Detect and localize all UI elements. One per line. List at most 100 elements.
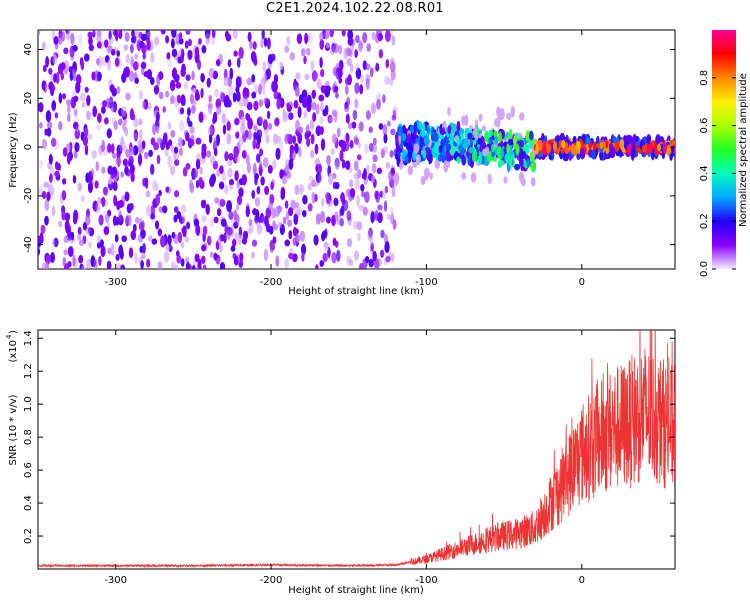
spectrogram-cell [92, 30, 96, 38]
spectrogram-cell [354, 98, 359, 109]
spectrogram-cell [346, 238, 353, 248]
spectrogram-cell [249, 40, 254, 50]
spectrogram-cell [346, 255, 351, 263]
spectrogram-cell [329, 30, 334, 38]
spectrogram-cell [240, 116, 246, 127]
spectrogram-cell [73, 95, 79, 103]
spectrogram-cell [192, 265, 196, 269]
spectrogram-cell [357, 154, 362, 161]
spectrogram-cell [91, 150, 97, 159]
spectrogram-cell [58, 121, 63, 131]
spectrogram-cell [370, 211, 375, 224]
spectrogram-cell [98, 145, 104, 156]
spectrogram-cell [150, 213, 156, 220]
spectrogram-cell [258, 99, 264, 107]
spectrogram-cell [275, 255, 280, 267]
spectrogram-cell [262, 87, 266, 95]
spectrogram-cell [391, 114, 397, 121]
figure-title: C2E1.2024.102.22.08.R01 [266, 1, 444, 16]
spectrogram-cell [380, 148, 385, 159]
spectrogram-cell [199, 166, 203, 175]
spectrogram-cell [338, 44, 343, 55]
spectrogram-cell [198, 38, 202, 45]
spectrogram-cell [50, 137, 57, 147]
spectrogram-cell [111, 116, 116, 125]
spectrogram-cell [78, 239, 85, 246]
spectrogram-cell [238, 259, 244, 268]
spectrogram-cell [165, 90, 170, 98]
spectrogram-cell [178, 147, 183, 156]
spectrogram-cell [274, 206, 281, 217]
spectrogram-cell [41, 138, 47, 150]
spectrogram-cell [73, 70, 77, 82]
spectrogram-cell [86, 258, 92, 269]
spectrogram-cell [63, 249, 68, 256]
spectrogram-cell [167, 121, 172, 130]
spectrogram-cell [155, 182, 159, 192]
spectrogram-cell [376, 257, 382, 267]
spectrogram-cell [354, 160, 359, 171]
spectrogram-cell [251, 251, 255, 259]
spectrogram-cell [263, 248, 269, 261]
spectrogram-cell [199, 166, 203, 175]
spectrogram-cell [152, 180, 157, 191]
spectrogram-cell [274, 117, 280, 127]
spectrogram-cell [234, 170, 239, 181]
spectrogram-cell [332, 172, 337, 180]
spectrogram-cell [144, 151, 149, 159]
spectrogram-cell [519, 112, 525, 121]
spectrogram-cell [369, 67, 374, 78]
spectrogram-cell [106, 260, 112, 269]
spectrogram-cell [77, 182, 82, 192]
spectrogram-cell [98, 214, 104, 226]
spectrogram-cell [273, 223, 278, 231]
spectrogram-cell [219, 242, 223, 253]
spectrogram-cell [178, 137, 183, 147]
spectrogram-cell [387, 251, 393, 260]
spectrogram-cell [139, 129, 143, 141]
spectrogram-cell [326, 154, 331, 166]
spectrogram-cell [389, 150, 394, 158]
spectrogram-cell [78, 33, 83, 46]
spectrogram-cell [389, 206, 394, 215]
spectrogram-cell [354, 82, 360, 94]
spectrogram-cell [192, 99, 196, 112]
spectrogram-cell [134, 217, 140, 224]
spectrogram-cell [111, 243, 115, 251]
spectrogram-cell [336, 127, 341, 138]
spectrogram-cell [236, 203, 240, 211]
spectrogram-cell [96, 58, 100, 66]
spectrogram-cell [253, 120, 259, 133]
spectrogram-cell [70, 33, 75, 46]
spectrogram-cell [170, 130, 176, 138]
spectrogram-cell [382, 123, 388, 136]
spectrogram-cell [307, 32, 314, 45]
spectrogram-cell [44, 215, 49, 226]
spectrogram-cell [185, 256, 190, 263]
spectrogram-cell [256, 153, 261, 163]
spectrogram-cell [237, 234, 243, 245]
spectrogram-cell [227, 159, 233, 166]
spectrogram-cell [108, 180, 114, 191]
spectrogram-cell [198, 111, 204, 123]
spectrogram-cell [91, 150, 97, 159]
spectrogram-cell [205, 150, 212, 158]
spectrogram-cell [50, 252, 55, 263]
spectrogram-cell [294, 184, 300, 196]
spectrogram-cell [310, 149, 315, 159]
spectrogram-cell [144, 151, 149, 159]
spectrogram-cell [170, 144, 174, 153]
spectrogram-cell [341, 30, 346, 37]
spectrogram-cell [277, 205, 281, 214]
spectrogram-cell [82, 101, 86, 108]
spectrogram-cell [357, 169, 362, 179]
spectrogram-cell [130, 230, 136, 240]
spectrogram-cell [157, 261, 163, 269]
spectrogram-cell [130, 56, 134, 67]
spectrogram-cell [124, 32, 130, 42]
spectrogram-cell [371, 163, 377, 174]
spectrogram-cell [272, 159, 277, 170]
spectrogram-cell [63, 235, 69, 243]
spectrogram-cell [389, 150, 394, 158]
spectrogram-cell [97, 205, 101, 212]
